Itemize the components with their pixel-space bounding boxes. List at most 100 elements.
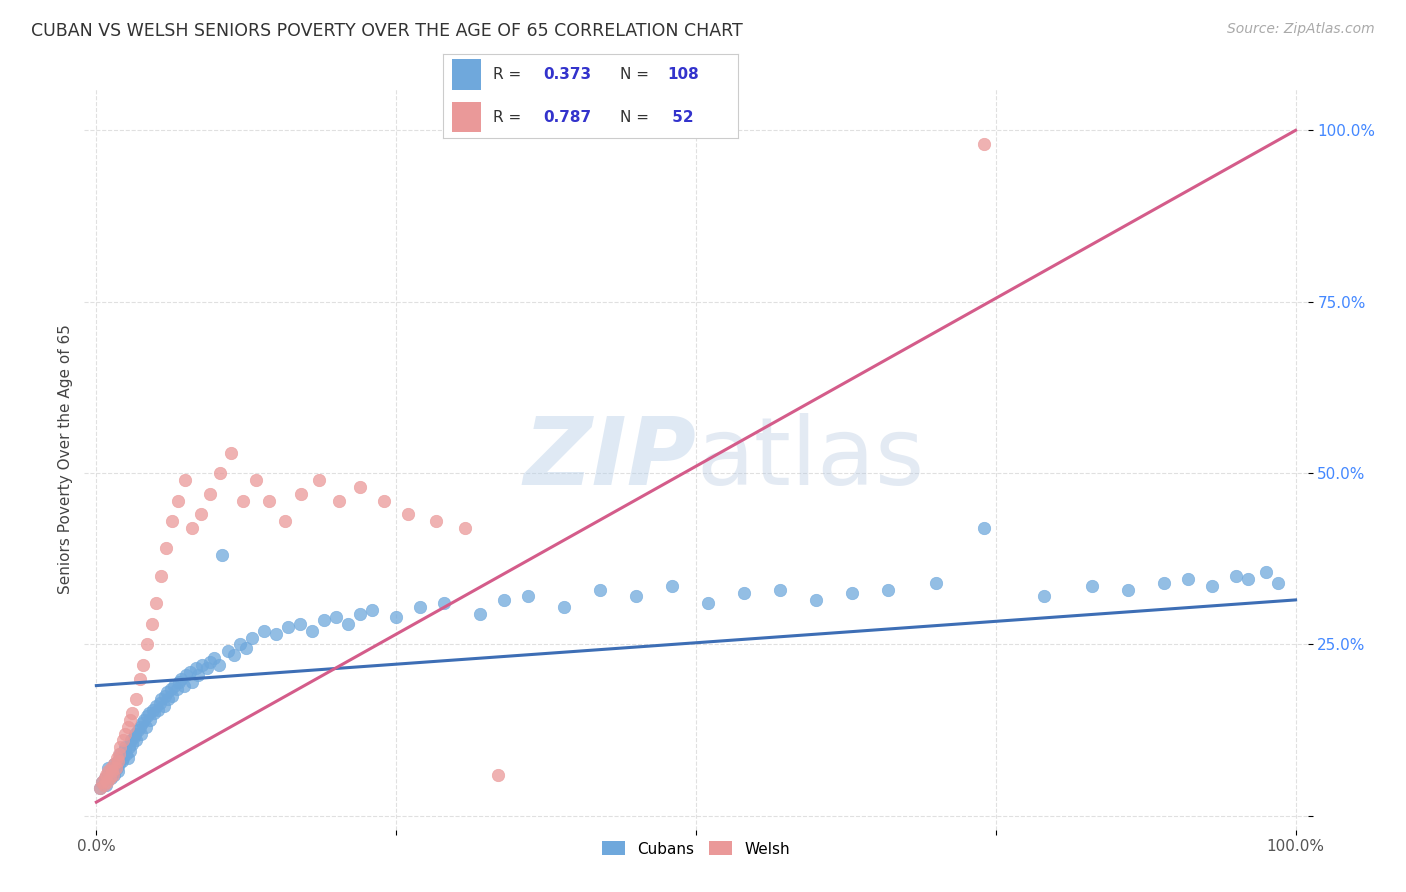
- Point: [170, 672, 193, 686]
- Point: [925, 575, 948, 590]
- Point: [105, 750, 128, 764]
- Point: [97, 768, 120, 782]
- Point: [217, 644, 239, 658]
- Point: [97, 764, 120, 779]
- Point: [159, 681, 181, 696]
- FancyBboxPatch shape: [451, 102, 481, 132]
- Point: [290, 616, 312, 631]
- Point: [733, 586, 755, 600]
- Point: [277, 620, 299, 634]
- Point: [264, 627, 287, 641]
- Point: [142, 703, 165, 717]
- Point: [91, 774, 114, 789]
- Point: [117, 750, 139, 764]
- Point: [117, 720, 139, 734]
- Point: [121, 737, 143, 751]
- Point: [1236, 572, 1258, 586]
- Point: [107, 764, 129, 779]
- Point: [107, 754, 129, 768]
- Point: [973, 136, 995, 151]
- Point: [118, 744, 141, 758]
- Point: [301, 624, 323, 638]
- Point: [94, 778, 117, 792]
- Point: [486, 768, 509, 782]
- Point: [142, 706, 165, 720]
- Point: [184, 661, 207, 675]
- Point: [1201, 579, 1223, 593]
- Point: [93, 771, 117, 785]
- Point: [97, 761, 120, 775]
- Point: [110, 754, 132, 768]
- Point: [1177, 572, 1199, 586]
- Point: [308, 473, 330, 487]
- Point: [167, 493, 190, 508]
- Point: [104, 761, 127, 775]
- Text: N =: N =: [620, 67, 654, 82]
- Point: [200, 655, 222, 669]
- Point: [138, 706, 160, 720]
- Point: [101, 768, 124, 782]
- Point: [103, 768, 125, 782]
- Point: [89, 781, 111, 796]
- Point: [112, 744, 135, 758]
- Text: 108: 108: [668, 67, 699, 82]
- Point: [122, 730, 145, 744]
- Point: [93, 778, 115, 792]
- Point: [163, 679, 186, 693]
- Point: [160, 689, 183, 703]
- Point: [160, 514, 183, 528]
- Point: [328, 493, 350, 508]
- Point: [202, 651, 225, 665]
- Point: [125, 692, 148, 706]
- Text: CUBAN VS WELSH SENIORS POVERTY OVER THE AGE OF 65 CORRELATION CHART: CUBAN VS WELSH SENIORS POVERTY OVER THE …: [31, 22, 742, 40]
- Point: [325, 610, 347, 624]
- Text: ZIP: ZIP: [523, 413, 696, 506]
- Text: N =: N =: [620, 110, 654, 125]
- Point: [1267, 575, 1289, 590]
- Point: [235, 640, 257, 655]
- Point: [110, 740, 132, 755]
- Point: [1080, 579, 1102, 593]
- Point: [100, 771, 122, 785]
- Point: [769, 582, 792, 597]
- Point: [139, 713, 162, 727]
- Point: [468, 607, 491, 621]
- Point: [146, 703, 169, 717]
- Point: [290, 486, 312, 500]
- Point: [108, 747, 131, 761]
- Point: [1153, 575, 1175, 590]
- Point: [219, 445, 242, 459]
- Point: [208, 466, 231, 480]
- Point: [253, 624, 276, 638]
- Point: [129, 726, 152, 740]
- Point: [153, 689, 176, 703]
- Point: [101, 764, 124, 779]
- Point: [190, 507, 212, 521]
- Point: [125, 733, 148, 747]
- Point: [697, 596, 720, 610]
- Point: [107, 754, 129, 768]
- Point: [167, 675, 190, 690]
- Point: [103, 757, 125, 772]
- Point: [105, 761, 128, 775]
- Point: [453, 521, 475, 535]
- Point: [128, 672, 150, 686]
- Point: [114, 726, 136, 740]
- Point: [232, 493, 254, 508]
- Point: [173, 679, 195, 693]
- Point: [661, 579, 683, 593]
- Point: [135, 637, 157, 651]
- Point: [589, 582, 612, 597]
- Point: [135, 720, 157, 734]
- Point: [89, 781, 111, 796]
- Text: R =: R =: [494, 67, 526, 82]
- Point: [876, 582, 898, 597]
- Point: [114, 740, 136, 755]
- Point: [208, 658, 231, 673]
- Point: [101, 764, 124, 779]
- Point: [433, 596, 456, 610]
- Text: 0.373: 0.373: [543, 67, 592, 82]
- Point: [624, 590, 647, 604]
- Point: [157, 692, 180, 706]
- Point: [973, 521, 995, 535]
